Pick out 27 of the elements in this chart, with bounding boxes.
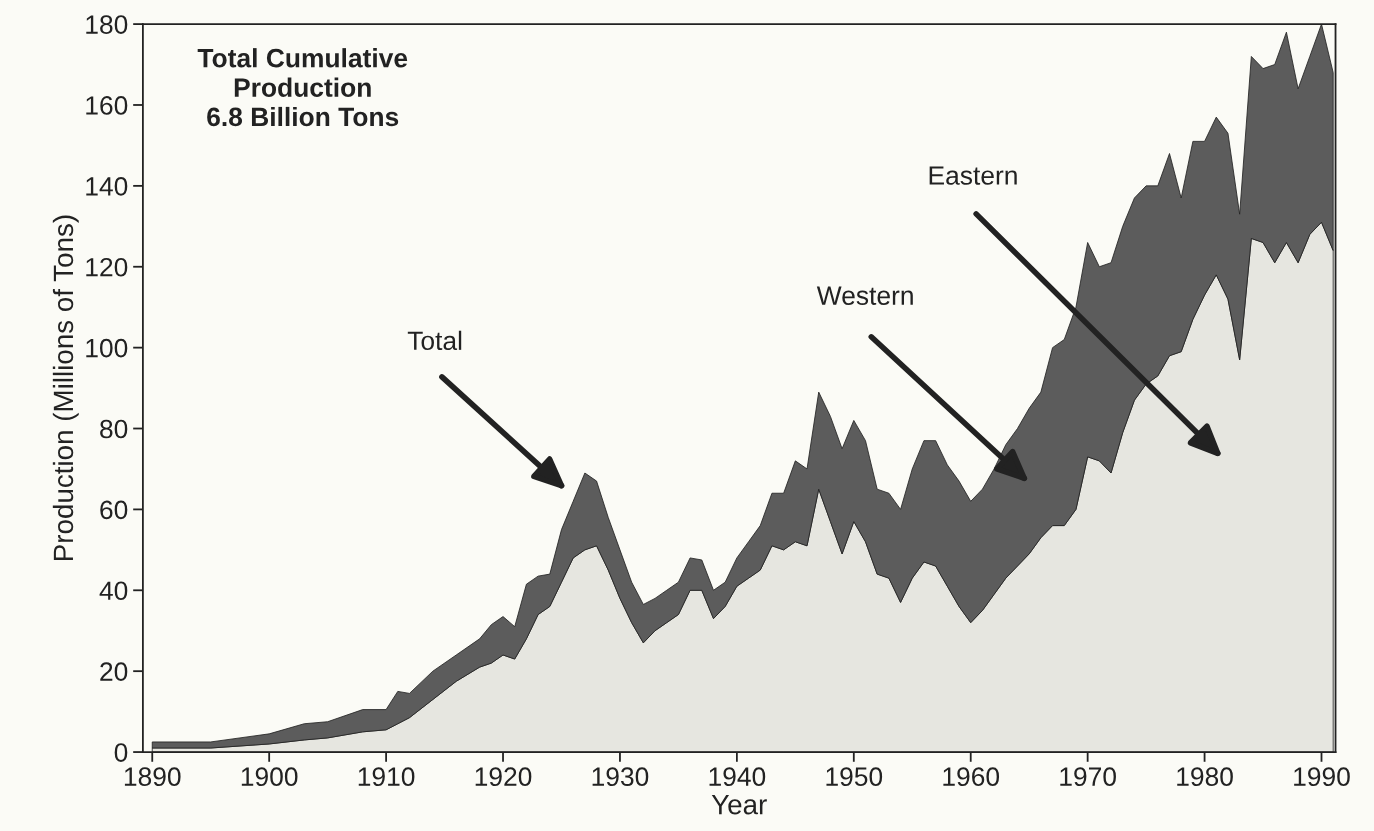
annotation: Total Cumulative Production 6.8 Billion Tons xyxy=(197,48,408,127)
annotation: Western xyxy=(816,286,913,305)
y-tick-label: 40 xyxy=(99,581,128,601)
y-tick-label: 0 xyxy=(114,743,128,762)
x-tick-label: 1950 xyxy=(826,767,883,787)
x-tick-label: 1980 xyxy=(1177,767,1233,787)
x-axis-title: Year xyxy=(711,795,767,815)
y-tick-label: 140 xyxy=(86,177,128,196)
x-tick-label: 1990 xyxy=(1294,767,1350,787)
annotation: Total xyxy=(407,330,462,351)
x-tick-label: 1890 xyxy=(124,767,181,787)
x-tick-label: 1930 xyxy=(592,767,649,787)
y-tick-label: 80 xyxy=(100,419,128,439)
y-tick-label: 100 xyxy=(86,338,128,358)
x-tick-label: 1960 xyxy=(943,767,1000,787)
x-tick-label: 1940 xyxy=(709,767,766,787)
y-axis-title: Production (Millions of Tons) xyxy=(52,215,79,560)
x-tick-label: 1910 xyxy=(358,767,415,787)
x-tick-label: 1900 xyxy=(241,767,298,787)
x-tick-label: 1920 xyxy=(475,767,532,787)
x-tick-label: 1970 xyxy=(1060,767,1116,787)
y-tick-label: 20 xyxy=(100,662,128,681)
y-tick-label: 180 xyxy=(86,15,128,34)
y-tick-label: 60 xyxy=(100,500,128,520)
y-tick-label: 160 xyxy=(86,96,128,115)
y-tick-label: 120 xyxy=(86,257,128,277)
annotation: Eastern xyxy=(929,166,1017,185)
